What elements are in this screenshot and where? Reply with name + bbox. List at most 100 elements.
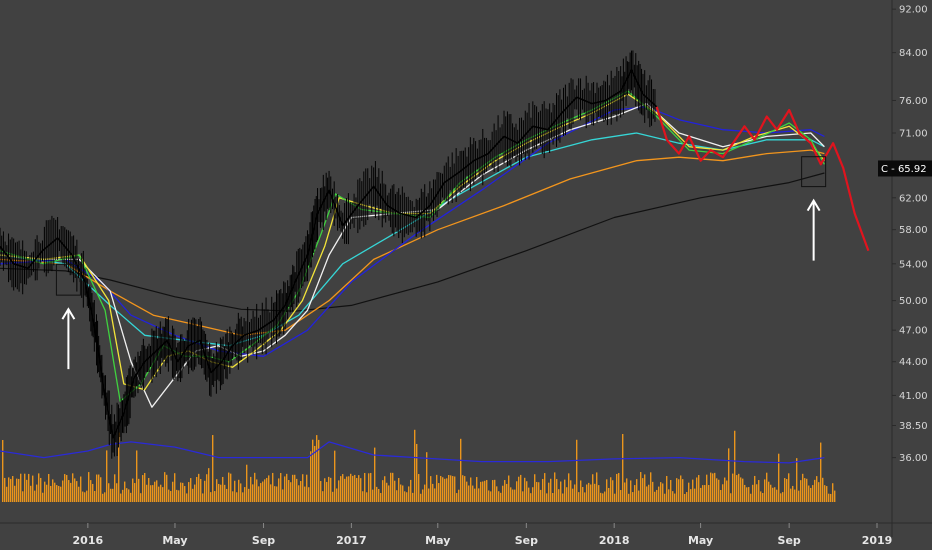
volume-bar xyxy=(606,479,608,502)
volume-bar xyxy=(258,486,260,502)
volume-bar xyxy=(798,490,800,502)
volume-bar xyxy=(18,478,20,502)
volume-bar xyxy=(306,474,308,502)
volume-bar xyxy=(86,490,88,502)
volume-bar xyxy=(16,478,18,502)
volume-bar xyxy=(90,480,92,502)
volume-bar xyxy=(176,489,178,502)
volume-bar xyxy=(318,439,320,502)
volume-bar xyxy=(494,479,496,502)
volume-bar xyxy=(334,450,336,502)
volume-bar xyxy=(430,476,432,502)
volume-bar xyxy=(58,485,60,502)
volume-bar xyxy=(536,481,538,502)
volume-bar xyxy=(354,474,356,502)
volume-bar xyxy=(152,485,154,502)
volume-bar xyxy=(518,476,520,502)
volume-bar xyxy=(402,485,404,502)
volume-bar xyxy=(652,481,654,502)
volume-bar xyxy=(500,492,502,502)
volume-bar xyxy=(714,472,716,502)
volume-bar xyxy=(20,473,22,502)
volume-bar xyxy=(754,475,756,502)
volume-bar xyxy=(224,484,226,502)
volume-bar xyxy=(74,478,76,502)
volume-bar xyxy=(708,485,710,502)
volume-bar xyxy=(806,478,808,502)
y-tick-label: 50.00 xyxy=(899,296,928,307)
volume-bar xyxy=(452,476,454,502)
volume-bar xyxy=(772,487,774,502)
volume-bar xyxy=(514,489,516,502)
volume-bar xyxy=(42,492,44,502)
volume-bar xyxy=(674,493,676,502)
volume-bar xyxy=(818,482,820,502)
volume-bar xyxy=(394,480,396,502)
volume-bar xyxy=(520,474,522,502)
volume-bar xyxy=(308,487,310,502)
volume-bar xyxy=(292,474,294,502)
volume-bar xyxy=(636,479,638,502)
volume-bar xyxy=(378,489,380,502)
volume-bar xyxy=(392,472,394,502)
volume-bar xyxy=(462,475,464,502)
volume-bar xyxy=(664,493,666,502)
volume-bar xyxy=(200,479,202,502)
volume-bar xyxy=(230,473,232,502)
volume-bar xyxy=(50,485,52,502)
volume-bar xyxy=(776,489,778,502)
volume-bar xyxy=(190,478,192,502)
volume-bar xyxy=(116,483,118,502)
volume-bar xyxy=(296,478,298,502)
volume-bar xyxy=(588,482,590,502)
volume-bar xyxy=(132,478,134,502)
volume-bar xyxy=(60,486,62,502)
volume-bar xyxy=(480,481,482,502)
volume-bar xyxy=(290,482,292,502)
volume-bar xyxy=(742,478,744,502)
volume-bar xyxy=(426,452,428,502)
volume-bar xyxy=(94,490,96,502)
volume-bar xyxy=(832,483,834,502)
volume-bar xyxy=(440,475,442,502)
volume-bar xyxy=(502,485,504,502)
volume-bar xyxy=(554,472,556,502)
volume-bar xyxy=(602,493,604,502)
volume-bar xyxy=(732,473,734,502)
volume-bar xyxy=(734,430,736,502)
volume-bar xyxy=(254,472,256,502)
series-ma-20 xyxy=(0,93,825,391)
volume-bar xyxy=(336,488,338,502)
y-tick-label: 71.00 xyxy=(899,129,928,140)
volume-bar xyxy=(100,477,102,502)
volume-bar xyxy=(640,472,642,502)
volume-bar xyxy=(260,483,262,502)
volume-bar xyxy=(406,492,408,502)
volume-bar xyxy=(794,489,796,502)
volume-bar xyxy=(716,478,718,502)
volume-bar xyxy=(134,483,136,502)
volume-bar xyxy=(32,475,34,502)
volume-bar xyxy=(498,491,500,502)
volume-bar xyxy=(482,481,484,502)
volume-bar xyxy=(252,484,254,502)
volume-bar xyxy=(474,488,476,502)
volume-bar xyxy=(184,486,186,502)
last-price-label: C - 65.92 xyxy=(881,164,927,175)
volume-bar xyxy=(108,483,110,502)
volume-bar xyxy=(756,484,758,502)
volume-bar xyxy=(274,486,276,502)
volume-bar xyxy=(582,487,584,502)
volume-bar xyxy=(4,477,6,502)
volume-bar xyxy=(702,485,704,502)
volume-bar xyxy=(328,476,330,502)
volume-bar xyxy=(236,492,238,502)
volume-bar xyxy=(138,478,140,502)
volume-bar xyxy=(608,488,610,502)
volume-bar xyxy=(48,474,50,502)
volume-bar xyxy=(262,481,264,502)
volume-bar xyxy=(144,473,146,502)
volume-bar xyxy=(102,493,104,502)
volume-bar xyxy=(346,476,348,502)
x-tick-label: 2018 xyxy=(599,534,630,547)
